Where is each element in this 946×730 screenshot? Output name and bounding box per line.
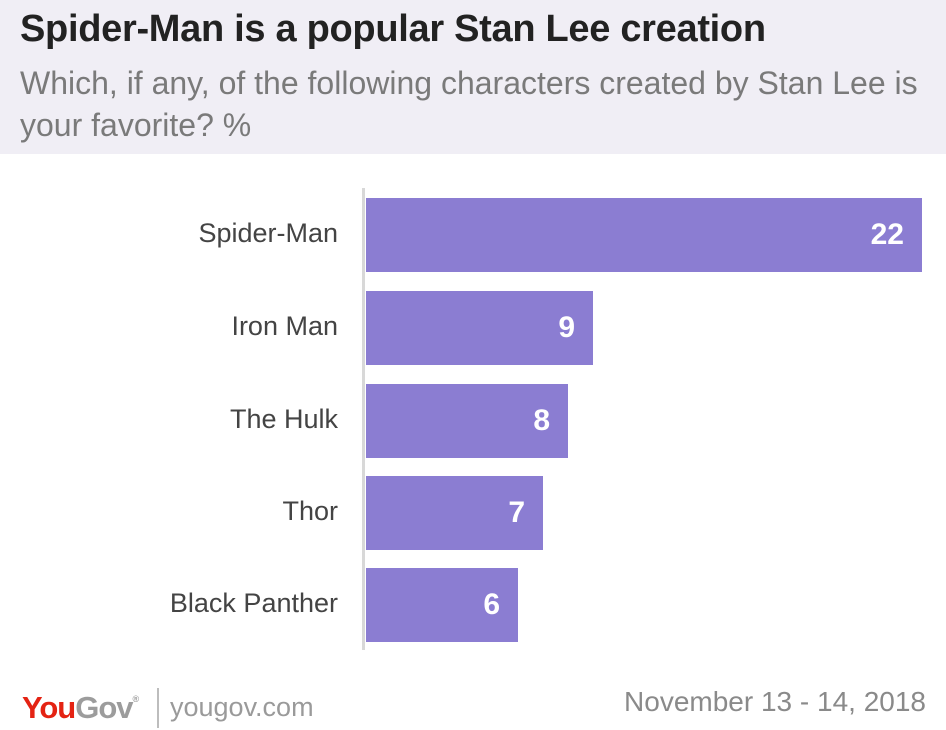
bar: 22 xyxy=(366,198,922,272)
bar: 6 xyxy=(366,568,518,642)
category-label: Spider-Man xyxy=(198,218,338,248)
category-label: Iron Man xyxy=(231,311,338,341)
chart-title: Spider-Man is a popular Stan Lee creatio… xyxy=(20,8,766,50)
chart-subtitle: Which, if any, of the following characte… xyxy=(20,65,918,143)
bar-value-label: 8 xyxy=(533,404,550,437)
bar-value-label: 6 xyxy=(483,588,500,621)
bar: 8 xyxy=(366,384,568,458)
bar: 7 xyxy=(366,476,543,550)
yougov-logo: YouGov® xyxy=(22,690,139,725)
chart-header: Spider-Man is a popular Stan Lee creatio… xyxy=(0,0,946,154)
category-label: Thor xyxy=(282,496,338,526)
category-label: The Hulk xyxy=(229,404,338,434)
footer-url: yougov.com xyxy=(170,692,314,722)
footer-divider xyxy=(157,688,159,728)
bar-value-label: 9 xyxy=(558,311,575,344)
bar-value-label: 22 xyxy=(870,218,904,251)
survey-date: November 13 - 14, 2018 xyxy=(624,686,926,717)
y-axis-line xyxy=(362,188,365,650)
bar-value-label: 7 xyxy=(508,496,525,529)
bar: 9 xyxy=(366,291,593,365)
category-label: Black Panther xyxy=(169,588,338,618)
